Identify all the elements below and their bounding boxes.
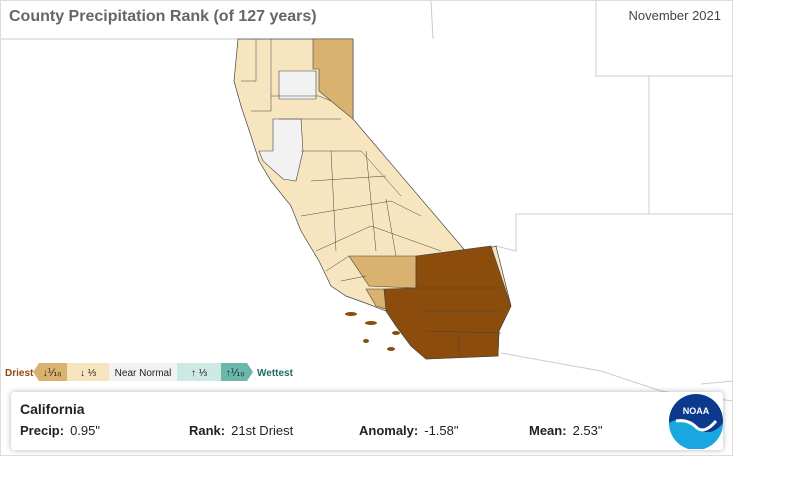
field-label: Mean: (529, 423, 567, 438)
legend-swatch (221, 363, 253, 381)
legend-swatch (67, 363, 109, 381)
logo-text: NOAA (683, 406, 710, 416)
legend-item: ↓⅒ (43, 368, 62, 379)
legend-item: Near Normal (115, 368, 172, 379)
region-name: California (20, 401, 85, 417)
county-lines (241, 39, 502, 358)
legend-swatch (109, 363, 177, 381)
title: County Precipitation Rank (of 127 years) (9, 8, 317, 25)
legend-item: ↑ ⅓ (191, 368, 208, 379)
field-value: 0.95" (70, 423, 100, 438)
legend-swatch (33, 363, 67, 381)
islands (345, 312, 400, 351)
field: Mean: 2.53" (529, 423, 602, 438)
field: Anomaly: -1.58" (359, 423, 458, 438)
noaa-logo: NOAA (669, 394, 723, 449)
field-label: Precip: (20, 423, 65, 438)
legend-driest: Driest (5, 368, 34, 379)
field-label: Anomaly: (359, 423, 419, 438)
legend-swatch (177, 363, 221, 381)
legend: Driest ↓⅒ ↓ ⅓ Near Normal ↑ ⅓ ↑⅒ Wettest (5, 363, 294, 381)
county-dry (312, 38, 354, 120)
county-normal (278, 70, 317, 100)
field-value: -1.58" (424, 423, 459, 438)
county-normal (258, 118, 304, 182)
field-value: 2.53" (572, 423, 603, 438)
field: Rank: 21st Driest (189, 423, 293, 438)
county-driest (383, 245, 512, 360)
legend-item: ↓ ⅓ (80, 368, 97, 379)
map-frame: County Precipitation Rank (of 127 years)… (0, 0, 733, 456)
field-label: Rank: (189, 423, 226, 438)
legend-item: ↑⅒ (226, 368, 245, 379)
field-value: 21st Driest (231, 423, 294, 438)
info-panel: California Precip: 0.95" Rank: 21st Driest… (11, 392, 723, 450)
field: Precip: 0.95" (20, 423, 100, 438)
date: November 2021 (629, 8, 722, 23)
map: County Precipitation Rank (of 127 years)… (1, 1, 732, 402)
legend-wettest: Wettest (257, 368, 294, 379)
